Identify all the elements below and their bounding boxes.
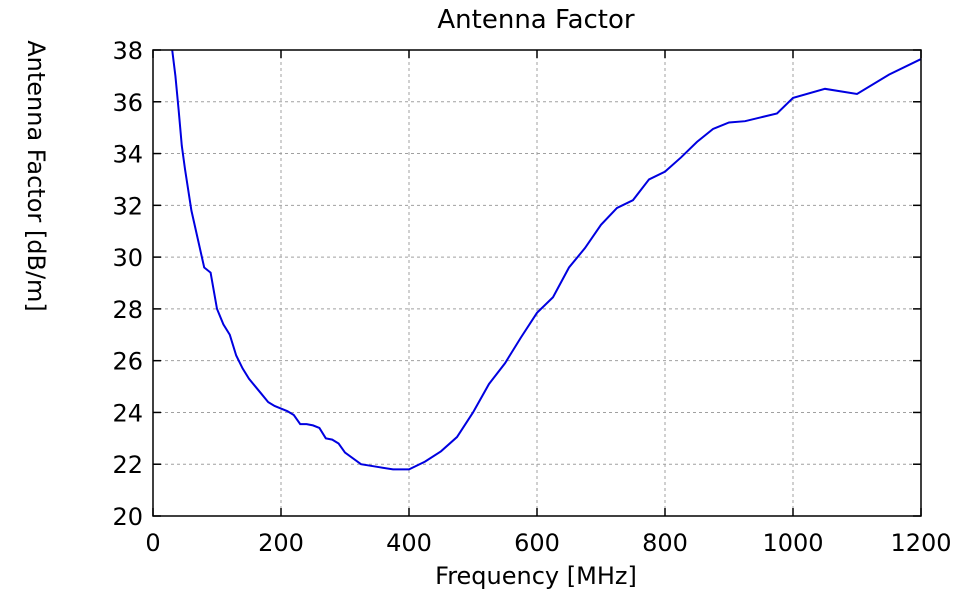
axis-ticks: 0 200 400 600 800 1000 1200 20 22 24 26 28 30 32 34 36 3…	[112, 37, 951, 557]
y-tick-label: 30	[112, 244, 143, 272]
x-tick-label: 1000	[762, 529, 823, 557]
y-tick-label: 32	[112, 192, 143, 220]
x-tick-label: 400	[386, 529, 432, 557]
antenna-factor-line	[171, 49, 922, 471]
y-axis-label: Antenna Factor [dB/m]	[22, 40, 50, 312]
x-axis-label: Frequency [MHz]	[435, 562, 637, 590]
x-tick-label: 1200	[890, 529, 951, 557]
y-tick-label: 38	[112, 37, 143, 65]
y-tick-label: 22	[112, 451, 143, 479]
y-tick-label: 28	[112, 296, 143, 324]
y-tick-label: 36	[112, 89, 143, 117]
series-layer	[171, 49, 922, 471]
y-tick-label: 34	[112, 141, 143, 169]
y-tick-label: 20	[112, 503, 143, 531]
grid-lines	[153, 50, 921, 516]
x-tick-label: 600	[514, 529, 560, 557]
x-tick-label: 0	[145, 529, 160, 557]
x-tick-label: 200	[258, 529, 304, 557]
chart-title: Antenna Factor	[437, 5, 635, 35]
x-tick-label: 800	[642, 529, 688, 557]
y-tick-label: 26	[112, 348, 143, 376]
y-tick-label: 24	[112, 399, 143, 427]
